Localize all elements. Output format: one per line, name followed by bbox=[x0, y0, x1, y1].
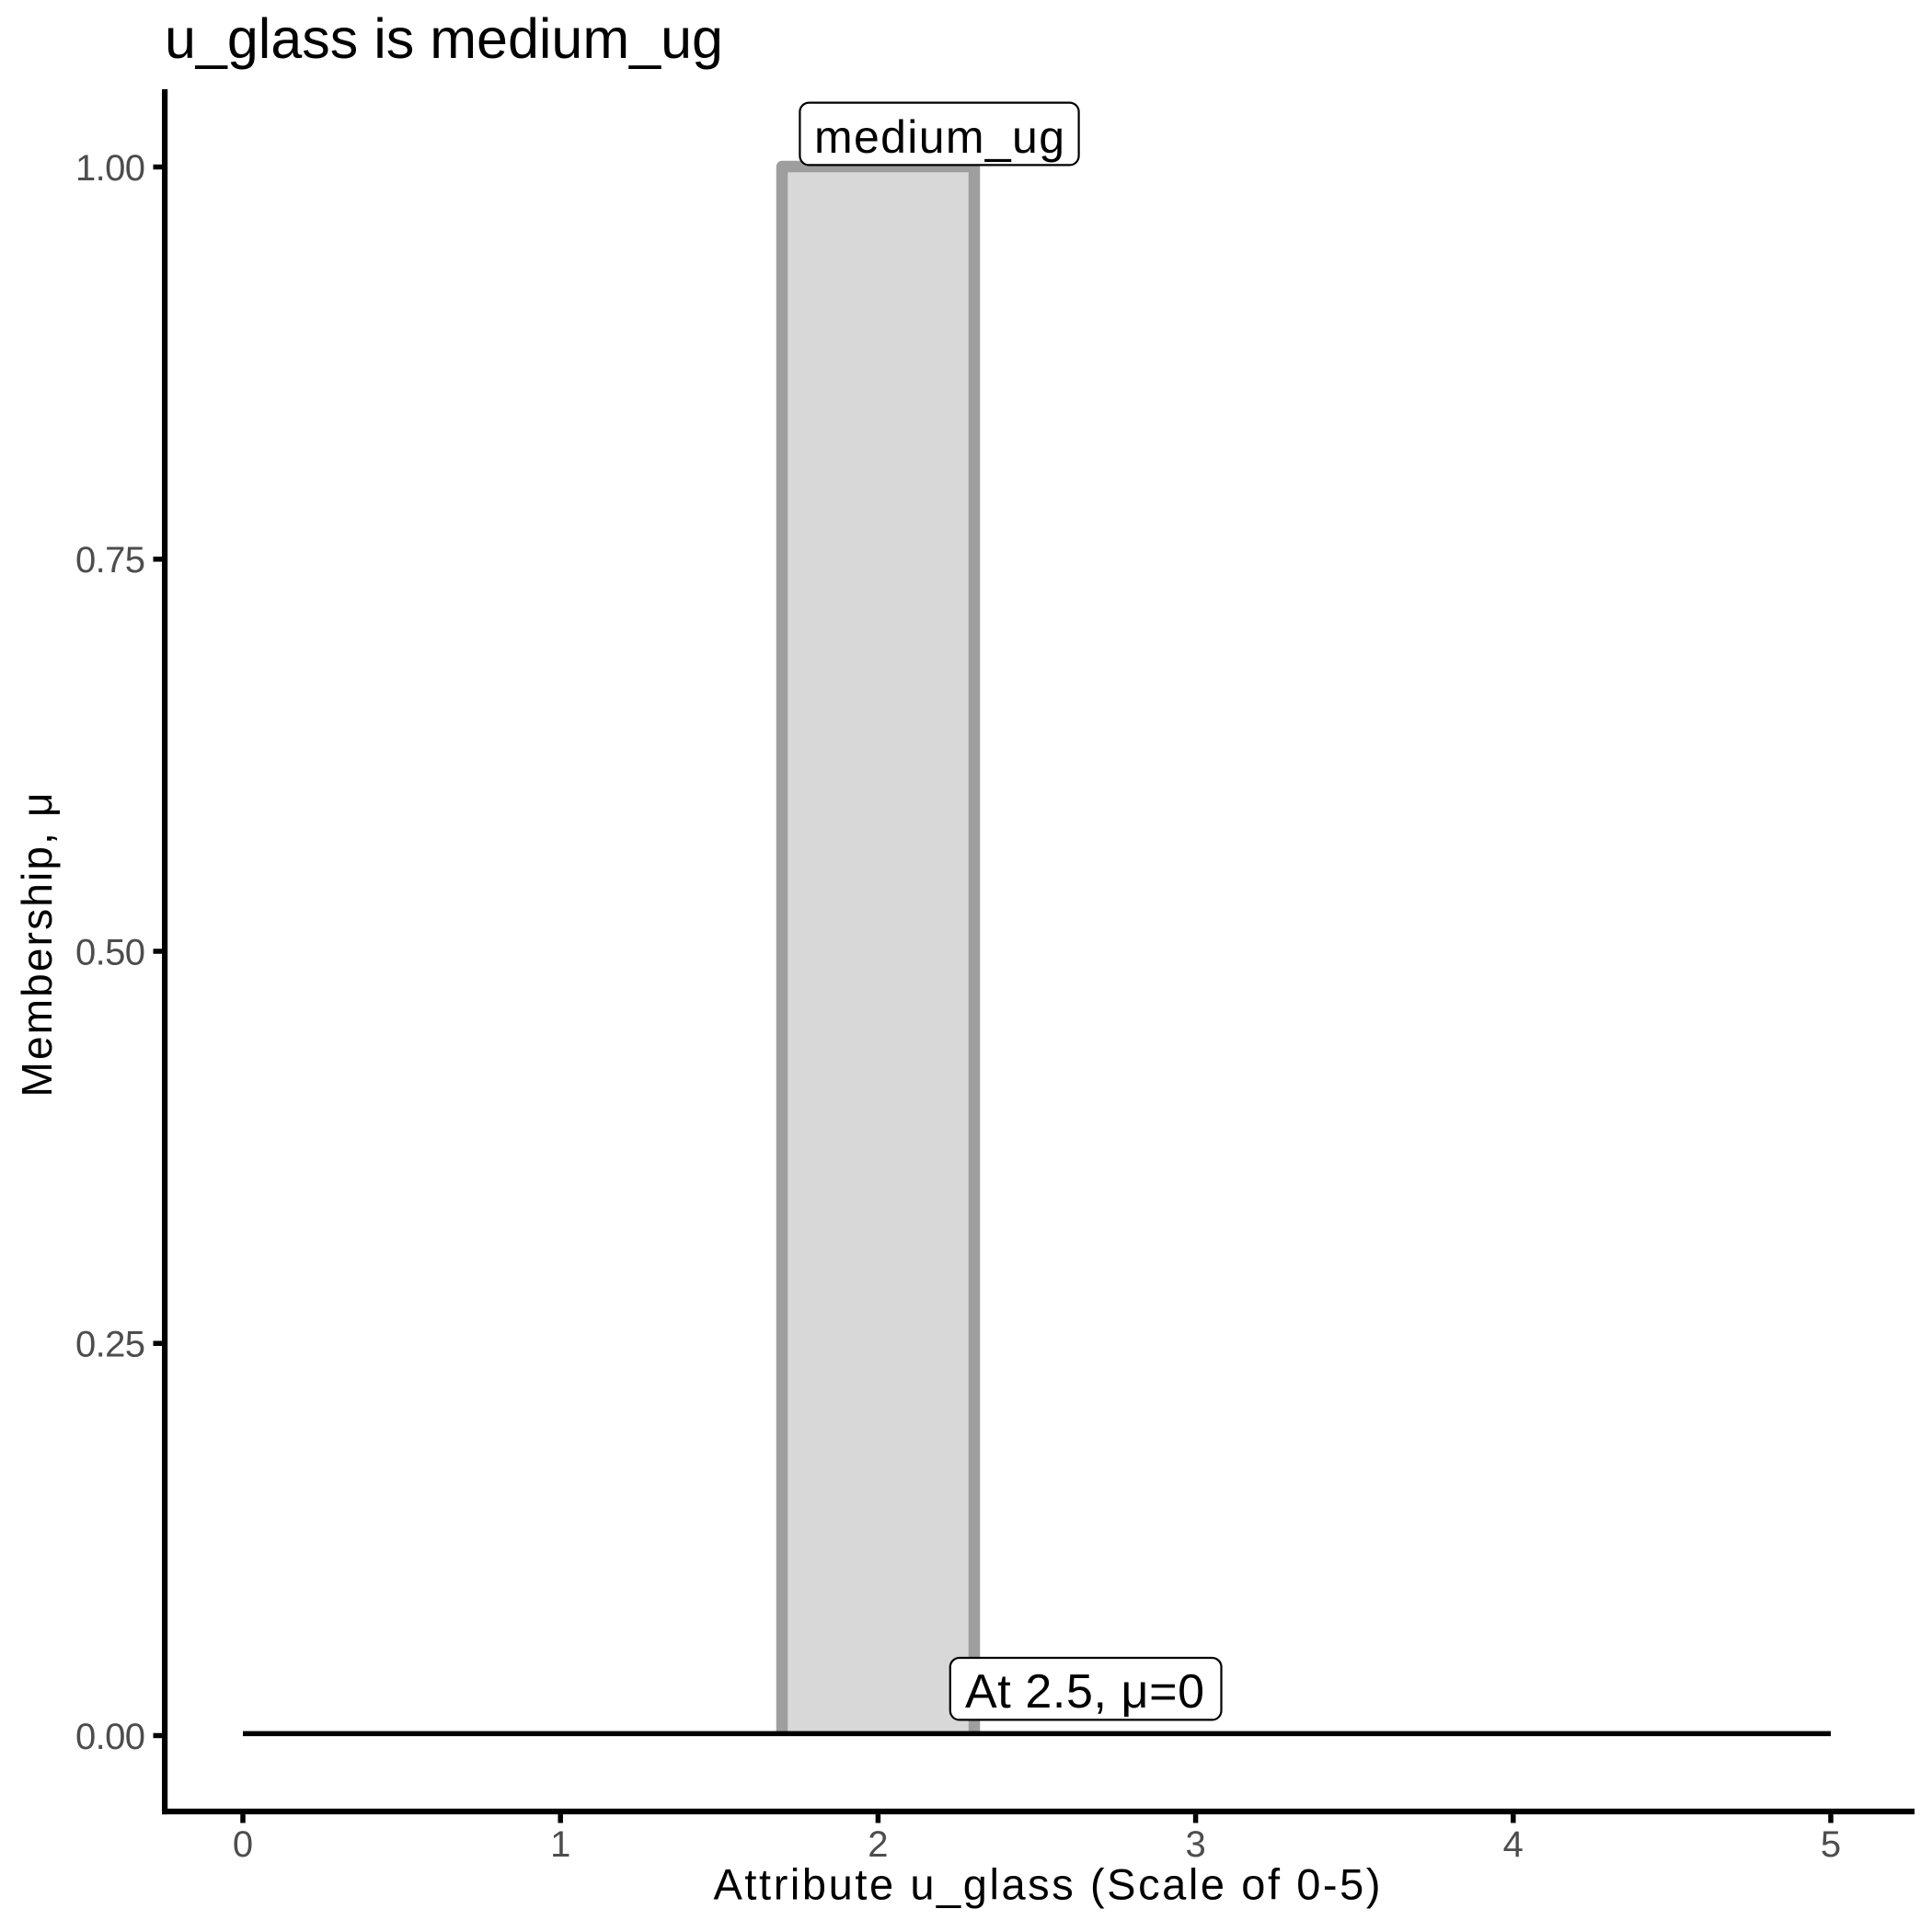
svg-text:Attribute u_glass (Scale of 0-: Attribute u_glass (Scale of 0-5) bbox=[714, 1860, 1381, 1909]
svg-text:1: 1 bbox=[550, 1824, 570, 1865]
svg-text:u_glass is medium_ug: u_glass is medium_ug bbox=[165, 7, 723, 70]
svg-text:0.75: 0.75 bbox=[75, 540, 145, 581]
svg-text:0.25: 0.25 bbox=[75, 1325, 145, 1365]
svg-text:3: 3 bbox=[1185, 1824, 1205, 1865]
svg-text:1.00: 1.00 bbox=[75, 148, 145, 189]
svg-text:0: 0 bbox=[233, 1824, 253, 1865]
svg-text:0.50: 0.50 bbox=[75, 932, 145, 972]
svg-text:At 2.5, μ=0: At 2.5, μ=0 bbox=[965, 1665, 1204, 1719]
svg-text:0.00: 0.00 bbox=[75, 1717, 145, 1757]
svg-text:5: 5 bbox=[1821, 1824, 1841, 1865]
svg-text:4: 4 bbox=[1503, 1824, 1524, 1865]
svg-text:medium_ug: medium_ug bbox=[814, 111, 1064, 163]
svg-text:Membership, μ: Membership, μ bbox=[13, 793, 61, 1098]
svg-text:2: 2 bbox=[868, 1824, 888, 1865]
